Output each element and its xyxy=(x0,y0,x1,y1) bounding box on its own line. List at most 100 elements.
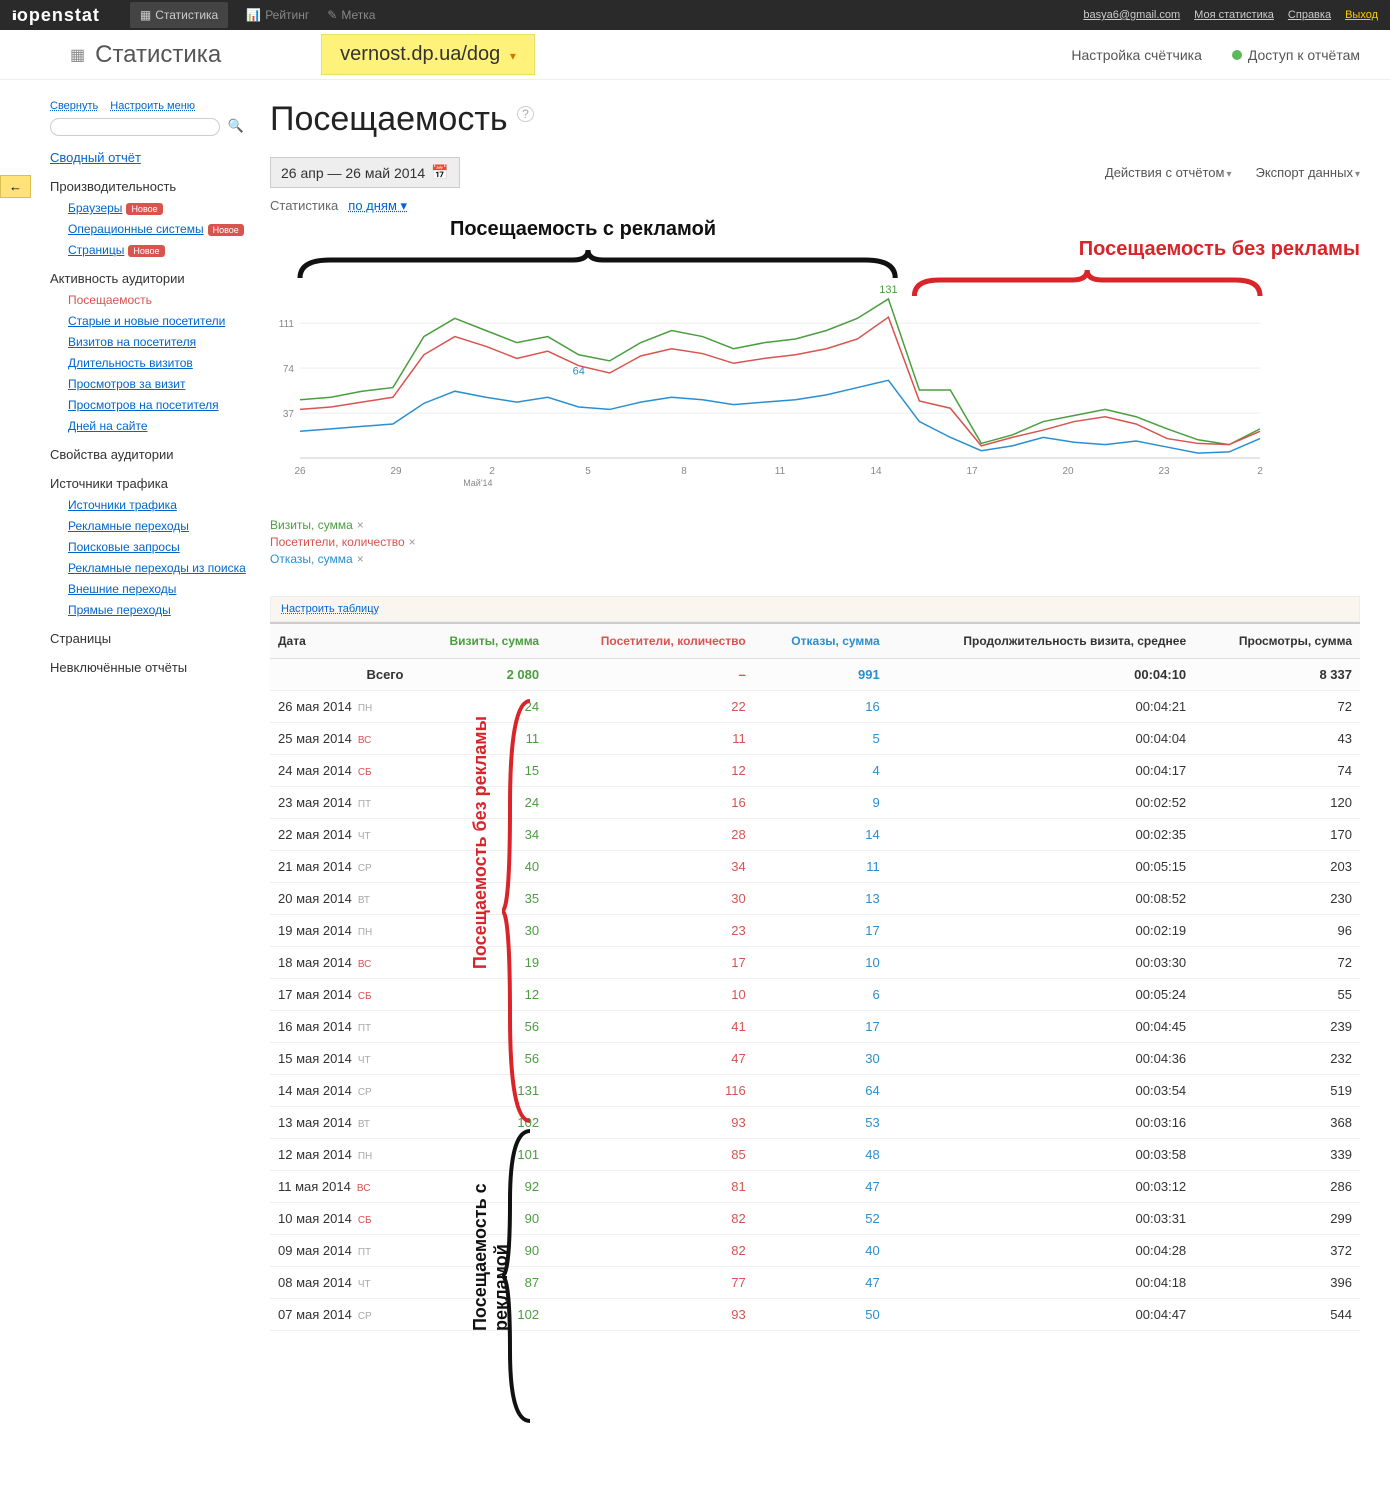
table-row[interactable]: 10 мая 2014СБ90825200:03:31299 xyxy=(270,1203,1360,1235)
sidebar-item[interactable]: Внешние переходы xyxy=(68,582,176,596)
table-row[interactable]: 24 мая 2014СБ1512400:04:1774 xyxy=(270,755,1360,787)
brace-red-icon xyxy=(500,696,540,1126)
sidebar-item[interactable]: Рекламные переходы из поиска xyxy=(68,561,246,575)
table-row[interactable]: 18 мая 2014ВС19171000:03:3072 xyxy=(270,947,1360,979)
cell-visitors: 93 xyxy=(547,1299,754,1331)
table-row[interactable]: 11 мая 2014ВС92814700:03:12286 xyxy=(270,1171,1360,1203)
table-row[interactable]: 17 мая 2014СБ1210600:05:2455 xyxy=(270,979,1360,1011)
date-range-picker[interactable]: 26 апр — 26 май 2014 📅 xyxy=(270,157,460,188)
table-row[interactable]: 16 мая 2014ПТ56411700:04:45239 xyxy=(270,1011,1360,1043)
sidebar: ← Свернуть Настроить меню 🔍 Сводный отчё… xyxy=(0,80,270,1331)
table-row[interactable]: 15 мая 2014ЧТ56473000:04:36232 xyxy=(270,1043,1360,1075)
pages-section-head: Страницы xyxy=(50,631,258,646)
legend-visitors[interactable]: Посетители, количество xyxy=(270,535,405,549)
svg-text:5: 5 xyxy=(585,466,591,477)
search-icon[interactable]: 🔍 xyxy=(228,118,244,133)
collapse-link[interactable]: Свернуть xyxy=(50,100,98,112)
data-table-section: Настроить таблицу ДатаВизиты, суммаПосет… xyxy=(270,596,1360,1331)
sidebar-item[interactable]: Дней на сайте xyxy=(68,419,148,433)
cell-refusals: 17 xyxy=(754,1011,888,1043)
cell-date: 18 мая 2014ВС xyxy=(270,947,412,979)
report-access-link[interactable]: Доступ к отчётам xyxy=(1232,47,1360,63)
legend-refusals[interactable]: Отказы, сумма xyxy=(270,552,353,566)
my-stats-link[interactable]: Моя статистика xyxy=(1194,9,1274,21)
table-header[interactable]: Визиты, сумма xyxy=(412,623,548,659)
svg-text:2: 2 xyxy=(1257,466,1263,477)
sidebar-item[interactable]: Операционные системы xyxy=(68,222,204,236)
cell-refusals: 64 xyxy=(754,1075,888,1107)
exit-link[interactable]: Выход xyxy=(1345,9,1378,21)
table-header[interactable]: Продолжительность визита, среднее xyxy=(888,623,1194,659)
cell-duration: 00:02:52 xyxy=(888,787,1194,819)
table-row[interactable]: 19 мая 2014ПН30231700:02:1996 xyxy=(270,915,1360,947)
sidebar-item[interactable]: Старые и новые посетители xyxy=(68,314,225,328)
table-row[interactable]: 07 мая 2014СР102935000:04:47544 xyxy=(270,1299,1360,1331)
configure-table-link[interactable]: Настроить таблицу xyxy=(281,603,379,615)
cell-refusals: 47 xyxy=(754,1171,888,1203)
table-row[interactable]: 14 мая 2014СР1311166400:03:54519 xyxy=(270,1075,1360,1107)
export-dropdown[interactable]: Экспорт данных▾ xyxy=(1255,165,1360,180)
svg-text:74: 74 xyxy=(283,364,295,375)
main-content: Посещаемость ? 26 апр — 26 май 2014 📅 Де… xyxy=(270,80,1390,1331)
sidebar-item[interactable]: Длительность визитов xyxy=(68,356,193,370)
table-row[interactable]: 25 мая 2014ВС1111500:04:0443 xyxy=(270,723,1360,755)
sidebar-item[interactable]: Браузеры xyxy=(68,201,122,215)
table-row[interactable]: 09 мая 2014ПТ90824000:04:28372 xyxy=(270,1235,1360,1267)
cell-duration: 00:08:52 xyxy=(888,883,1194,915)
sidebar-item[interactable]: Визитов на посетителя xyxy=(68,335,196,349)
cell-views: 299 xyxy=(1194,1203,1360,1235)
by-days-dropdown[interactable]: по дням ▾ xyxy=(348,198,407,214)
counter-settings-link[interactable]: Настройка счётчика xyxy=(1071,47,1201,63)
topnav-item[interactable]: ✎ Метка xyxy=(327,2,375,28)
table-row[interactable]: 26 мая 2014ПН24221600:04:2172 xyxy=(270,691,1360,723)
remove-series-icon[interactable]: × xyxy=(357,518,364,532)
table-row[interactable]: 23 мая 2014ПТ2416900:02:52120 xyxy=(270,787,1360,819)
sidebar-search: 🔍 xyxy=(50,118,258,136)
topnav-item[interactable]: 📊 Рейтинг xyxy=(246,2,309,28)
svg-text:11: 11 xyxy=(775,466,786,477)
sidebar-item[interactable]: Прямые переходы xyxy=(68,603,171,617)
table-header[interactable]: Просмотры, сумма xyxy=(1194,623,1360,659)
legend-visits[interactable]: Визиты, сумма xyxy=(270,518,353,532)
search-input[interactable] xyxy=(50,118,220,136)
user-email[interactable]: basya6@gmail.com xyxy=(1083,9,1180,21)
cell-date: 24 мая 2014СБ xyxy=(270,755,412,787)
cell-refusals: 48 xyxy=(754,1139,888,1171)
site-selector[interactable]: vernost.dp.ua/dog ▾ xyxy=(321,34,535,75)
cell-date: 26 мая 2014ПН xyxy=(270,691,412,723)
sidebar-item[interactable]: Просмотров на посетителя xyxy=(68,398,219,412)
cell-refusals: 40 xyxy=(754,1235,888,1267)
help-icon[interactable]: ? xyxy=(517,106,534,122)
table-header[interactable]: Посетители, количество xyxy=(547,623,754,659)
table-row[interactable]: 08 мая 2014ЧТ87774700:04:18396 xyxy=(270,1267,1360,1299)
table-row[interactable]: 20 мая 2014ВТ35301300:08:52230 xyxy=(270,883,1360,915)
sidebar-item[interactable]: Источники трафика xyxy=(68,498,177,512)
calendar-icon: 📅 xyxy=(431,164,448,181)
table-header[interactable]: Отказы, сумма xyxy=(754,623,888,659)
help-link[interactable]: Справка xyxy=(1288,9,1331,21)
cell-duration: 00:04:47 xyxy=(888,1299,1194,1331)
table-row[interactable]: 21 мая 2014СР40341100:05:15203 xyxy=(270,851,1360,883)
sidebar-item[interactable]: Посещаемость xyxy=(68,293,152,307)
sidebar-item[interactable]: Просмотров за визит xyxy=(68,377,185,391)
configure-menu-link[interactable]: Настроить меню xyxy=(110,100,195,112)
remove-series-icon[interactable]: × xyxy=(357,552,364,566)
report-actions-dropdown[interactable]: Действия с отчётом▾ xyxy=(1105,165,1232,180)
summary-report-link[interactable]: Сводный отчёт xyxy=(50,150,258,165)
status-dot-icon xyxy=(1232,50,1242,60)
sidebar-item[interactable]: Рекламные переходы xyxy=(68,519,189,533)
table-row[interactable]: 22 мая 2014ЧТ34281400:02:35170 xyxy=(270,819,1360,851)
sidebar-item[interactable]: Поисковые запросы xyxy=(68,540,180,554)
sidebar-item[interactable]: Страницы xyxy=(68,243,124,257)
collapse-sidebar-button[interactable]: ← xyxy=(0,175,31,198)
table-header[interactable]: Дата xyxy=(270,623,412,659)
logo[interactable]: iii openstat xyxy=(12,5,100,26)
svg-text:111: 111 xyxy=(279,319,295,330)
cell-date: 07 мая 2014СР xyxy=(270,1299,412,1331)
cell-duration: 00:04:36 xyxy=(888,1043,1194,1075)
table-row[interactable]: 13 мая 2014ВТ102935300:03:16368 xyxy=(270,1107,1360,1139)
remove-series-icon[interactable]: × xyxy=(409,535,416,549)
topnav-item[interactable]: ▦ Статистика xyxy=(130,2,228,28)
cell-views: 55 xyxy=(1194,979,1360,1011)
table-row[interactable]: 12 мая 2014ПН101854800:03:58339 xyxy=(270,1139,1360,1171)
